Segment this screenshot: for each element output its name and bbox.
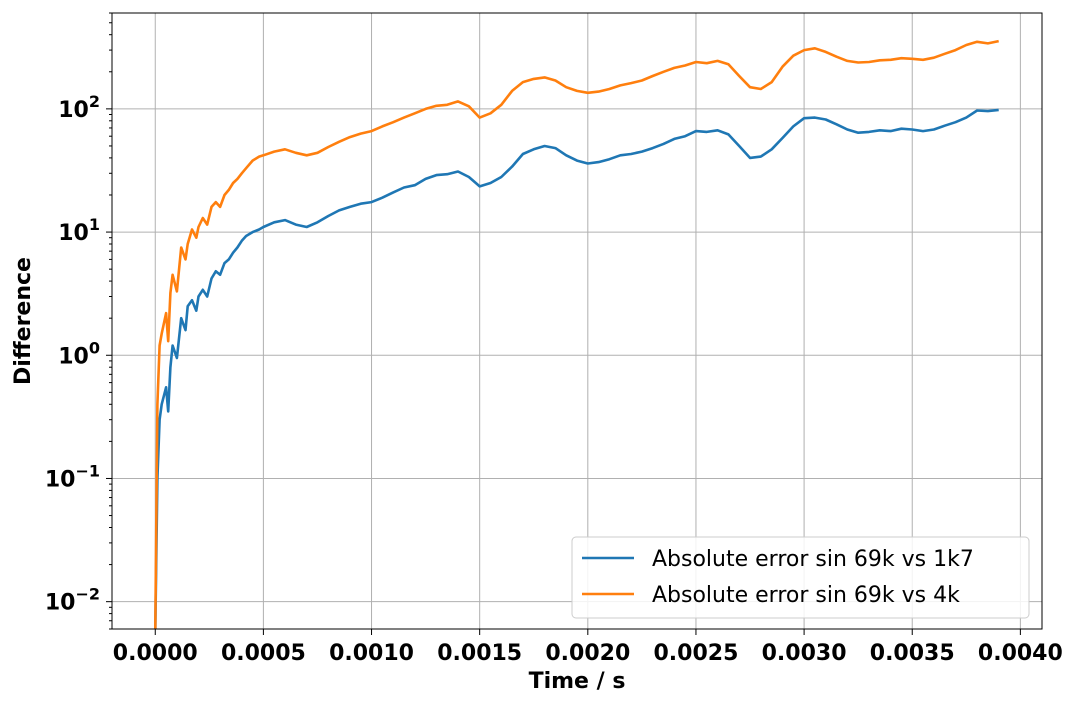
x-tick-label: 0.0010	[329, 641, 414, 666]
y-tick-base: 10	[58, 98, 89, 123]
y-tick-label: 10−2	[45, 585, 100, 616]
y-axis-title: Difference	[11, 257, 36, 385]
y-tick-exponent: 0	[89, 338, 100, 357]
y-tick-base: 10	[58, 344, 89, 369]
legend-label-series-1: Absolute error sin 69k vs 1k7	[652, 547, 974, 572]
x-tick-label: 0.0005	[221, 641, 306, 666]
y-tick-base: 10	[58, 221, 89, 246]
x-tick-label: 0.0015	[437, 641, 522, 666]
legend: Absolute error sin 69k vs 1k7 Absolute e…	[571, 536, 1030, 619]
x-tick-label: 0.0000	[113, 641, 198, 666]
series-line-1	[154, 108, 999, 630]
legend-box	[571, 536, 1030, 619]
y-tick-label: 101	[58, 215, 100, 246]
y-tick-label: 102	[58, 92, 100, 123]
x-tick-label: 0.0030	[762, 641, 847, 666]
x-tick-label: 0.0020	[545, 641, 630, 666]
y-tick-exponent: −1	[75, 461, 100, 480]
x-tick-label: 0.0040	[978, 641, 1063, 666]
plot-frame	[111, 12, 1043, 630]
y-tick-label: 10−1	[45, 461, 100, 492]
y-tick-exponent: 2	[89, 92, 100, 111]
x-axis-title: Time / s	[529, 669, 626, 694]
y-tick-base: 10	[45, 591, 76, 616]
series-layer	[154, 39, 999, 630]
x-tick-label: 0.0035	[870, 641, 955, 666]
y-tick-exponent: −2	[75, 585, 100, 604]
y-tick-label: 100	[58, 338, 100, 369]
y-tick-exponent: 1	[89, 215, 100, 234]
ticks: 0.0000 0.0005 0.0010 0.0015 0.0020 0.0025 0.00…	[45, 12, 1063, 666]
x-tick-label: 0.0025	[654, 641, 739, 666]
series-line-2	[154, 39, 999, 630]
legend-label-series-2: Absolute error sin 69k vs 4k	[652, 583, 960, 608]
y-tick-base: 10	[45, 467, 76, 492]
